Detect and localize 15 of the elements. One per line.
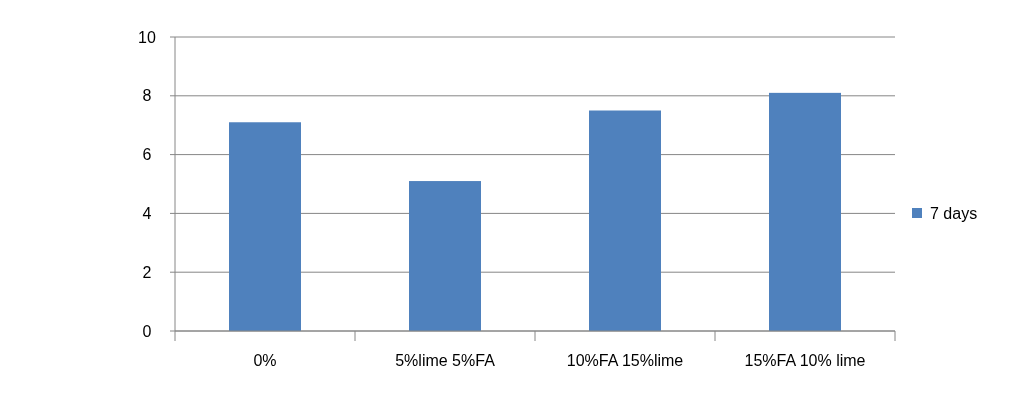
bar (589, 110, 661, 331)
x-tick-label: 10%FA 15%lime (566, 352, 684, 369)
y-tick-label: 4 (142, 205, 152, 222)
bar (409, 181, 481, 331)
y-tick-label: 8 (142, 87, 152, 105)
x-tick-label: 0% (253, 352, 277, 369)
y-tick-label: 2 (142, 263, 152, 281)
legend-label: 7 days (930, 204, 978, 222)
bar (229, 122, 301, 331)
x-tick-label: 15%FA 10% lime (744, 352, 866, 369)
y-tick-label: 6 (142, 146, 152, 164)
bar (769, 92, 841, 331)
y-tick-label: 10 (138, 28, 156, 46)
y-tick-label: 0 (142, 322, 152, 340)
x-tick-label: 5%lime 5%FA (395, 352, 496, 369)
